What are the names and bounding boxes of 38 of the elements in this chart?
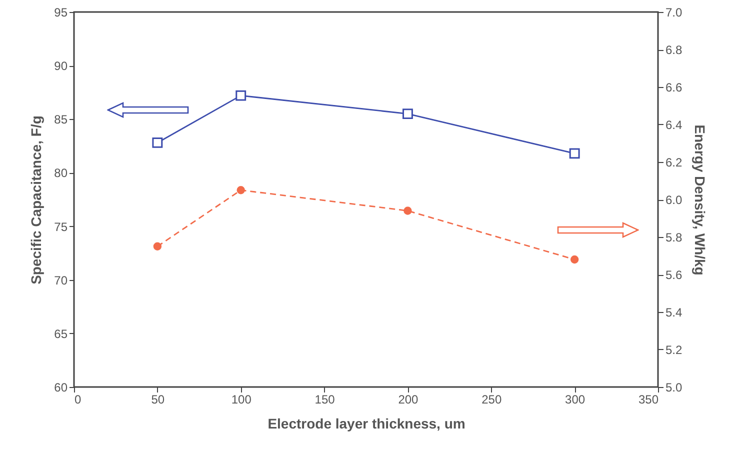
point — [236, 186, 245, 194]
y-tick-label: 90 — [54, 59, 68, 74]
point — [570, 255, 579, 264]
point — [153, 242, 162, 250]
x-tick-label: 200 — [398, 392, 419, 406]
y2-tick-label: 5.2 — [666, 343, 683, 357]
y2-tick-label: 6.0 — [666, 193, 683, 207]
y2-axis-title: Energy Density, Wh/kg — [692, 124, 708, 276]
y2-tick-label: 5.8 — [666, 230, 683, 244]
y2-tick-label: 5.0 — [666, 380, 683, 394]
y2-tick-label: 7.0 — [666, 6, 683, 20]
y-tick-label: 70 — [54, 273, 68, 288]
x-tick-label: 150 — [314, 392, 336, 406]
x-tick-label: 50 — [151, 392, 165, 406]
y-axis-title: Specific Capacitance, F/g — [28, 116, 44, 284]
y2-tick-label: 5.4 — [666, 306, 683, 320]
x-tick-label: 300 — [565, 392, 586, 406]
y-tick-label: 65 — [54, 326, 68, 341]
point — [569, 148, 580, 159]
y-tick-label: 75 — [54, 220, 68, 234]
y2-tick-label: 5.6 — [666, 268, 683, 282]
y2-tick-label: 6.6 — [666, 80, 683, 94]
x-axis-title: Electrode layer thickness, um — [268, 416, 466, 432]
x-tick-label: 0 — [74, 392, 82, 406]
point — [236, 90, 246, 101]
y2-tick-label: 6.8 — [666, 43, 683, 57]
x-tick-label: 350 — [638, 392, 659, 406]
y2-tick-label: 6.2 — [666, 156, 683, 170]
point — [402, 108, 413, 120]
y-tick-label: 95 — [54, 6, 68, 20]
y-tick-label: 80 — [54, 166, 68, 180]
y-tick-label: 85 — [54, 112, 68, 127]
point — [404, 206, 412, 215]
x-tick-label: 100 — [231, 392, 252, 406]
point — [152, 137, 163, 148]
y-tick-label: 60 — [54, 380, 68, 394]
y2-tick-label: 6.4 — [666, 118, 683, 132]
x-tick-label: 250 — [482, 392, 502, 406]
